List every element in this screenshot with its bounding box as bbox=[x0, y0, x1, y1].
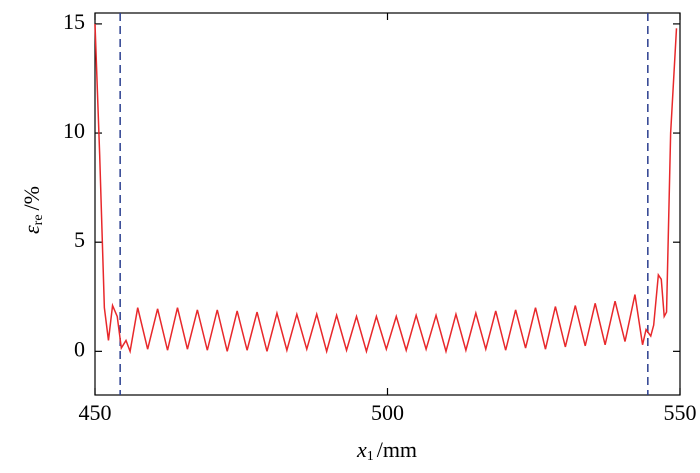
x-axis-label: x1/mm bbox=[356, 437, 417, 464]
x-label-sub: 1 bbox=[367, 449, 374, 464]
y-label-symbol: ε bbox=[19, 225, 44, 234]
y-tick-label: 15 bbox=[63, 9, 85, 34]
x-label-unit: /mm bbox=[377, 437, 417, 462]
y-tick-label: 5 bbox=[74, 227, 85, 252]
x-tick-label: 550 bbox=[664, 400, 697, 425]
y-tick-label: 10 bbox=[63, 118, 85, 143]
y-axis-label: εre /% bbox=[19, 186, 46, 234]
x-tick-label: 450 bbox=[79, 400, 112, 425]
y-label-unit: /% bbox=[19, 186, 44, 210]
y-tick-label: 0 bbox=[74, 336, 85, 361]
y-label-sub: re bbox=[31, 214, 46, 225]
x-tick-label: 500 bbox=[371, 400, 404, 425]
data-line bbox=[94, 23, 678, 355]
x-label-symbol: x bbox=[356, 437, 367, 462]
plot-frame bbox=[94, 12, 681, 396]
